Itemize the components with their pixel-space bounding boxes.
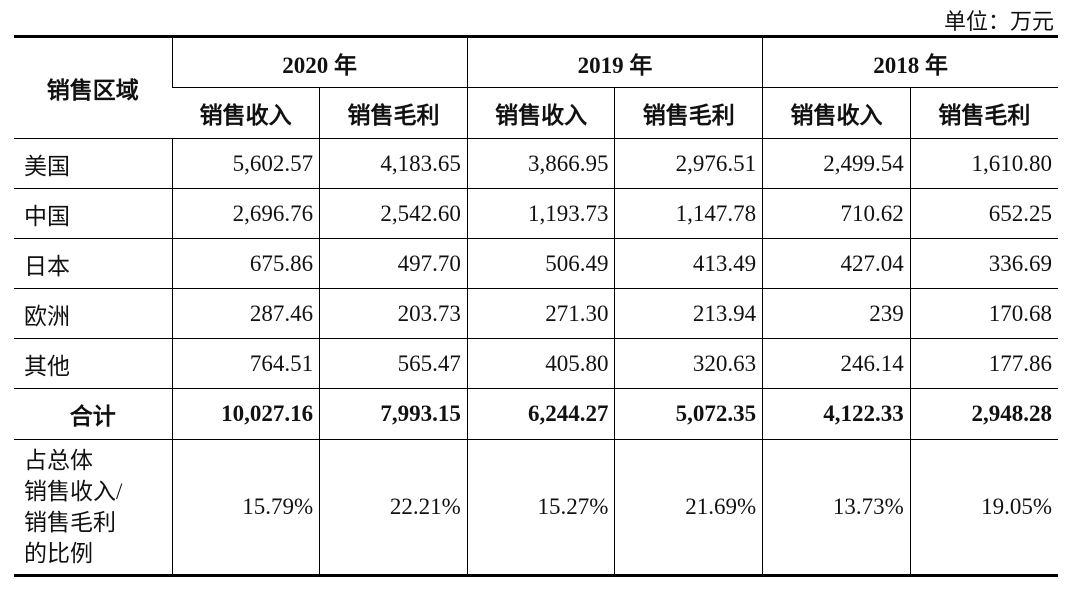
total-row: 合计 10,027.16 7,993.15 6,244.27 5,072.35 4,122… (14, 388, 1058, 440)
ratio-cell: 19.05% (909, 439, 1058, 576)
subheader: 销售收入 (172, 87, 320, 139)
total-cell: 10,027.16 (171, 388, 320, 440)
year-header: 2018 年 (762, 36, 1058, 88)
value-cell: 1,610.80 (909, 138, 1058, 189)
region-header: 销售区域 (14, 36, 172, 139)
value-cell: 5,602.57 (171, 138, 320, 189)
year-header: 2020 年 (171, 36, 468, 88)
value-cell: 1,193.73 (466, 188, 615, 239)
ratio-row: 占总体 销售收入/销售毛利 的比例 15.79% 22.21% 15.27% 21.69% 1… (14, 439, 1058, 576)
value-cell: 271.30 (466, 288, 615, 339)
value-cell: 203.73 (319, 288, 468, 339)
value-cell: 427.04 (762, 238, 911, 289)
value-cell: 287.46 (171, 288, 320, 339)
ratio-label-line: 占总体 (24, 448, 93, 473)
value-cell: 213.94 (614, 288, 763, 339)
value-cell: 764.51 (171, 338, 320, 389)
region-label: 美国 (14, 138, 172, 189)
ratio-cell: 21.69% (614, 439, 763, 576)
data-row: 欧洲 287.46 203.73 271.30 213.94 239 170.68 (14, 288, 1058, 339)
value-cell: 565.47 (319, 338, 468, 389)
value-cell: 506.49 (466, 238, 615, 289)
value-cell: 652.25 (909, 188, 1058, 239)
data-row: 美国 5,602.57 4,183.65 3,866.95 2,976.51 2,499.… (14, 138, 1058, 189)
header-row: 销售区域 2020 年 2019 年 2018 年 (14, 36, 1058, 139)
subheader: 销售收入 (762, 87, 911, 139)
ratio-cell: 15.79% (171, 439, 320, 576)
value-cell: 3,866.95 (466, 138, 615, 189)
data-row: 其他 764.51 565.47 405.80 320.63 246.14 177.86 (14, 338, 1058, 389)
value-cell: 320.63 (614, 338, 763, 389)
year-header: 2019 年 (466, 36, 763, 88)
subheader: 销售毛利 (319, 87, 468, 139)
value-cell: 170.68 (909, 288, 1058, 339)
unit-note: 单位：万元 (943, 9, 1054, 34)
value-cell: 405.80 (466, 338, 615, 389)
ratio-label-line: 销售毛利 (24, 510, 116, 535)
value-cell: 675.86 (171, 238, 320, 289)
ratio-cell: 13.73% (762, 439, 911, 576)
sales-table: 销售区域 2020 年 2019 年 2018 年销售收入 销售毛利 销售收入 销售毛利 销售… (14, 35, 1058, 577)
value-cell: 177.86 (909, 338, 1058, 389)
value-cell: 2,976.51 (614, 138, 763, 189)
subheader: 销售收入 (466, 87, 615, 139)
subheader-row: 销售收入 销售毛利 销售收入 销售毛利 销售收入 销售毛利 (14, 87, 1058, 139)
value-cell: 4,183.65 (319, 138, 468, 189)
ratio-label: 占总体销售收入/销售毛利的比例 (14, 439, 172, 576)
data-row: 日本 675.86 497.70 506.49 413.49 427.04 336.69 (14, 238, 1058, 289)
ratio-cell: 22.21% (319, 439, 468, 576)
total-cell: 4,122.33 (762, 388, 911, 440)
value-cell: 1,147.78 (614, 188, 763, 239)
data-row: 中国 2,696.76 2,542.60 1,193.73 1,147.78 710.62… (14, 188, 1058, 239)
value-cell: 710.62 (762, 188, 911, 239)
value-cell: 2,499.54 (762, 138, 911, 189)
value-cell: 497.70 (319, 238, 468, 289)
total-label: 合计 (14, 388, 172, 440)
ratio-label-line: 的比例 (24, 541, 93, 566)
region-label: 日本 (14, 238, 172, 289)
value-cell: 413.49 (614, 238, 763, 289)
ratio-cell: 15.27% (466, 439, 615, 576)
total-cell: 5,072.35 (614, 388, 763, 440)
value-cell: 2,696.76 (171, 188, 320, 239)
region-label: 其他 (14, 338, 172, 389)
total-cell: 6,244.27 (466, 388, 615, 440)
region-label: 中国 (14, 188, 172, 239)
value-cell: 239 (762, 288, 911, 339)
total-cell: 2,948.28 (909, 388, 1058, 440)
value-cell: 246.14 (762, 338, 911, 389)
ratio-label-line: 销售收入/ (24, 479, 123, 504)
region-label: 欧洲 (14, 288, 172, 339)
value-cell: 2,542.60 (319, 188, 468, 239)
subheader: 销售毛利 (909, 87, 1058, 139)
value-cell: 336.69 (909, 238, 1058, 289)
total-cell: 7,993.15 (319, 388, 468, 440)
subheader: 销售毛利 (614, 87, 763, 139)
